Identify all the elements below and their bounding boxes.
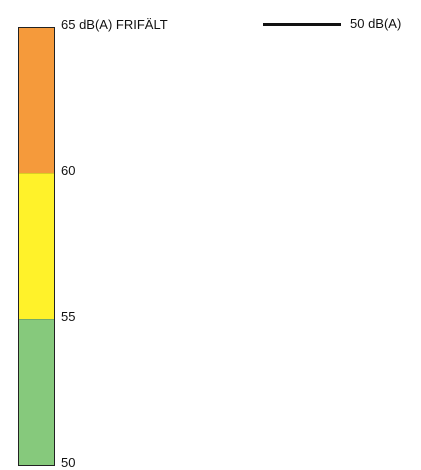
legend-top-label: 65 dB(A) FRIFÄLT (61, 17, 168, 32)
band-60-55 (19, 173, 54, 319)
color-scale-bar (18, 27, 55, 466)
line-sample-50dba (263, 23, 341, 26)
line-sample-label: 50 dB(A) (350, 16, 402, 31)
tick-label-60: 60 (61, 163, 76, 178)
tick-label-50: 50 (61, 455, 76, 470)
band-65-60 (19, 28, 54, 173)
tick-label-55: 55 (61, 309, 76, 324)
band-55-50 (19, 319, 54, 465)
